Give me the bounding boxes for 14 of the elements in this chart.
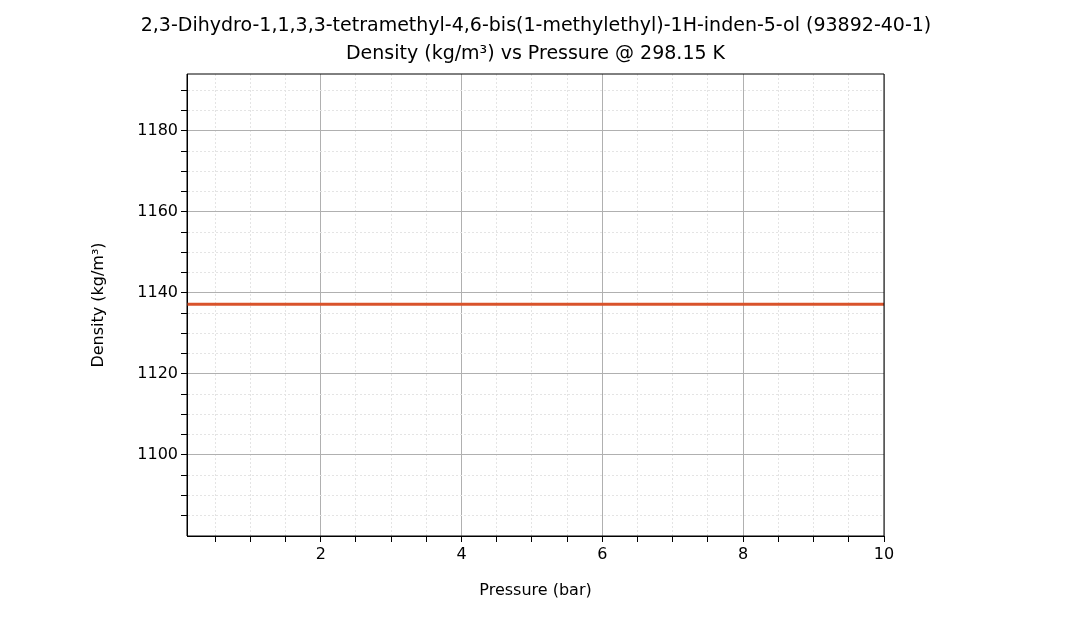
x-tick-label: 10	[873, 543, 895, 563]
y-tick-label: 1180	[137, 119, 178, 139]
y-tick-label: 1100	[137, 444, 178, 464]
x-tick-label: 6	[597, 543, 608, 563]
x-tick-label: 2	[315, 543, 326, 563]
x-axis-title: Pressure (bar)	[479, 579, 592, 599]
y-tick-label: 1160	[137, 200, 178, 220]
y-axis-title: Density (kg/m³)	[87, 242, 107, 368]
y-tick-label: 1140	[137, 282, 178, 301]
x-tick-label: 4	[456, 543, 467, 563]
x-tick-label: 8	[738, 543, 749, 563]
y-tick-label: 1120	[137, 363, 178, 383]
chart-subtitle: Density (kg/m³) vs Pressure @ 298.15 K	[345, 40, 726, 63]
chart-title: 2,3-Dihydro-1,1,3,3-tetramethyl-4,6-bis(1-methylethyl)-1H-inden-5-ol (93892-40-1)	[140, 12, 932, 35]
